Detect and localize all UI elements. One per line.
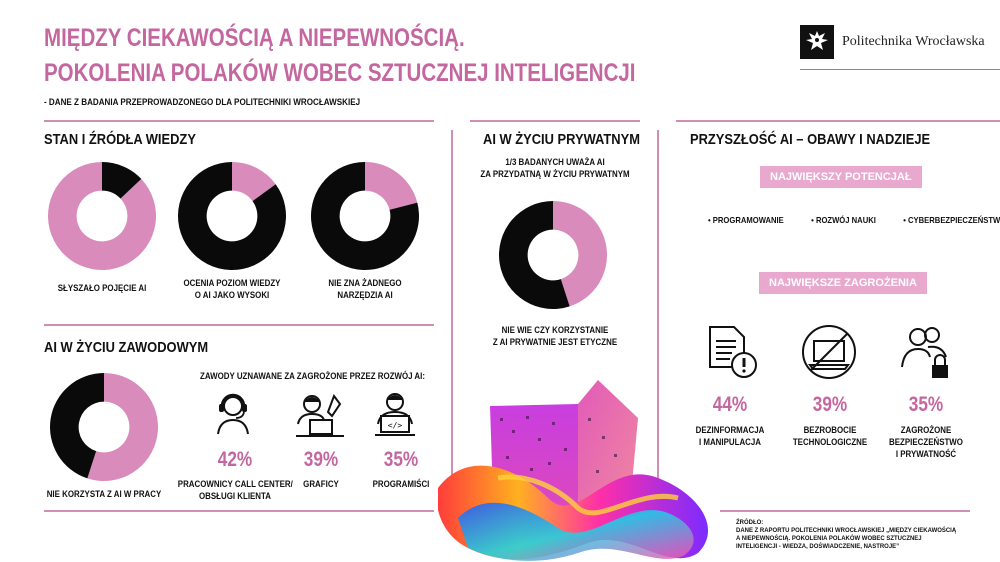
people-lock-icon: [901, 327, 948, 378]
programmer-icon: </>: [375, 393, 415, 436]
threat-3-label: ZAGROŻONE BEZPIECZEŃSTWO I PRYWATNOŚĆ: [889, 425, 963, 459]
threat-1-percent: 44%: [712, 393, 748, 416]
threat-1-label: DEZINFORMACJA I MANIPULACJA: [695, 425, 765, 447]
divider-bottom-right: [720, 510, 970, 512]
eagle-emblem-icon: [800, 25, 834, 59]
donut-remainder-slice: [178, 162, 286, 270]
svg-text:</>: </>: [388, 421, 403, 430]
knowledge-donut-2-label: 15%: [216, 203, 248, 224]
potential-item: • PROGRAMOWANIE: [708, 215, 784, 225]
knowledge-donut-3-label: 21%: [349, 203, 381, 224]
document-warning-icon: [709, 326, 757, 378]
potential-item: • ROZWÓJ NAUKI: [811, 215, 876, 225]
divider-top-middle: [470, 120, 640, 122]
logo-underline: [800, 69, 1000, 70]
jobs-header: ZAWODY UZNAWANE ZA ZAGROŻONE PRZEZ ROZWÓ…: [200, 371, 425, 381]
donut-value-slice: [87, 373, 158, 481]
potential-pill: NAJWIĘKSZY POTENCJAŁ: [760, 166, 922, 188]
private-donut-label: 45%: [537, 242, 569, 263]
page-title-line-2: POKOLENIA POLAKÓW WOBEC SZTUCZNEJ INTELI…: [44, 59, 636, 87]
page-title-line-1: MIĘDZY CIEKAWOŚCIĄ A NIEPEWNOŚCIĄ.: [44, 24, 465, 52]
future-section-title: PRZYSZŁOŚĆ AI – OBAWY I NADZIEJE: [690, 131, 931, 148]
job-2-percent: 39%: [303, 448, 339, 471]
divider-middle-left: [44, 324, 434, 326]
crossed-laptop-icon: [802, 325, 856, 379]
donut-remainder-slice: [311, 162, 419, 270]
decorative-building-swirl-illustration: [438, 380, 708, 561]
threat-3-percent: 35%: [908, 393, 944, 416]
private-caption: NIE WIE CZY KORZYSTANIE Z AI PRYWATNIE J…: [492, 325, 618, 347]
private-donut: [499, 201, 607, 309]
work-donut-caption: NIE KORZYSTA Z AI W PRACY: [46, 489, 162, 499]
job-2-label: GRAFICY: [303, 479, 339, 489]
potential-items: • PROGRAMOWANIE • ROZWÓJ NAUKI • CYBERBE…: [708, 215, 1000, 225]
potential-item: • CYBERBEZPIECZEŃSTWO: [903, 215, 1000, 225]
work-section-title: AI W ŻYCIU ZAWODOWYM: [44, 339, 209, 356]
donut-value-slice: [365, 162, 418, 210]
knowledge-donut-2: [178, 162, 286, 270]
work-donut: [50, 373, 158, 481]
knowledge-section-title: STAN I ŹRÓDŁA WIEDZY: [44, 131, 196, 148]
source-note: ŹRÓDŁO: DANE Z RAPORTU POLITECHNIKI WROC…: [736, 519, 957, 550]
divider-vertical-left: [451, 130, 453, 515]
work-donut-label: 55%: [88, 414, 120, 435]
job-1-label: PRACOWNICY CALL CENTER/ OBSŁUGI KLIENTA: [177, 479, 293, 501]
knowledge-caption-1: SŁYSZAŁO POJĘCIE AI: [57, 283, 147, 293]
donut-remainder-slice: [50, 373, 104, 479]
graphic-designer-icon: [296, 393, 344, 437]
divider-vertical-right: [657, 130, 659, 515]
divider-top-right: [676, 120, 1000, 122]
job-1-percent: 42%: [217, 448, 253, 471]
divider-top-left: [44, 120, 434, 122]
donut-remainder-slice: [499, 201, 570, 309]
private-intro: 1/3 BADANYCH UWAŻA AI ZA PRZYDATNĄ W ŻYC…: [480, 157, 630, 179]
university-logo: Politechnika Wrocławska: [800, 25, 985, 59]
job-3-label: PROGRAMIŚCI: [372, 479, 430, 489]
knowledge-donut-1-label: 87%: [86, 203, 118, 224]
donut-value-slice: [553, 201, 607, 307]
divider-bottom-left: [44, 510, 434, 512]
threat-2-percent: 39%: [812, 393, 848, 416]
threat-2-label: BEZROBOCIE TECHNOLOGICZNE: [792, 425, 868, 447]
private-section-title: AI W ŻYCIU PRYWATNYM: [483, 131, 640, 148]
knowledge-caption-3: NIE ZNA ŻADNEGO NARZĘDZIA AI: [328, 278, 402, 300]
threats-pill: NAJWIĘKSZE ZAGROŻENIA: [759, 272, 927, 294]
donut-value-slice: [232, 162, 276, 202]
donut-remainder-slice: [102, 162, 142, 199]
knowledge-caption-2: OCENIA POZIOM WIEDZY O AI JAKO WYSOKI: [183, 278, 281, 300]
page-subtitle: - DANE Z BADANIA PRZEPROWADZONEGO DLA PO…: [44, 97, 361, 108]
donut-value-slice: [48, 162, 156, 270]
job-3-percent: 35%: [383, 448, 419, 471]
logo-text: Politechnika Wrocławska: [842, 34, 985, 49]
knowledge-donut-3: [311, 162, 419, 270]
headset-operator-icon: [217, 393, 249, 435]
knowledge-donut-1: [48, 162, 156, 270]
